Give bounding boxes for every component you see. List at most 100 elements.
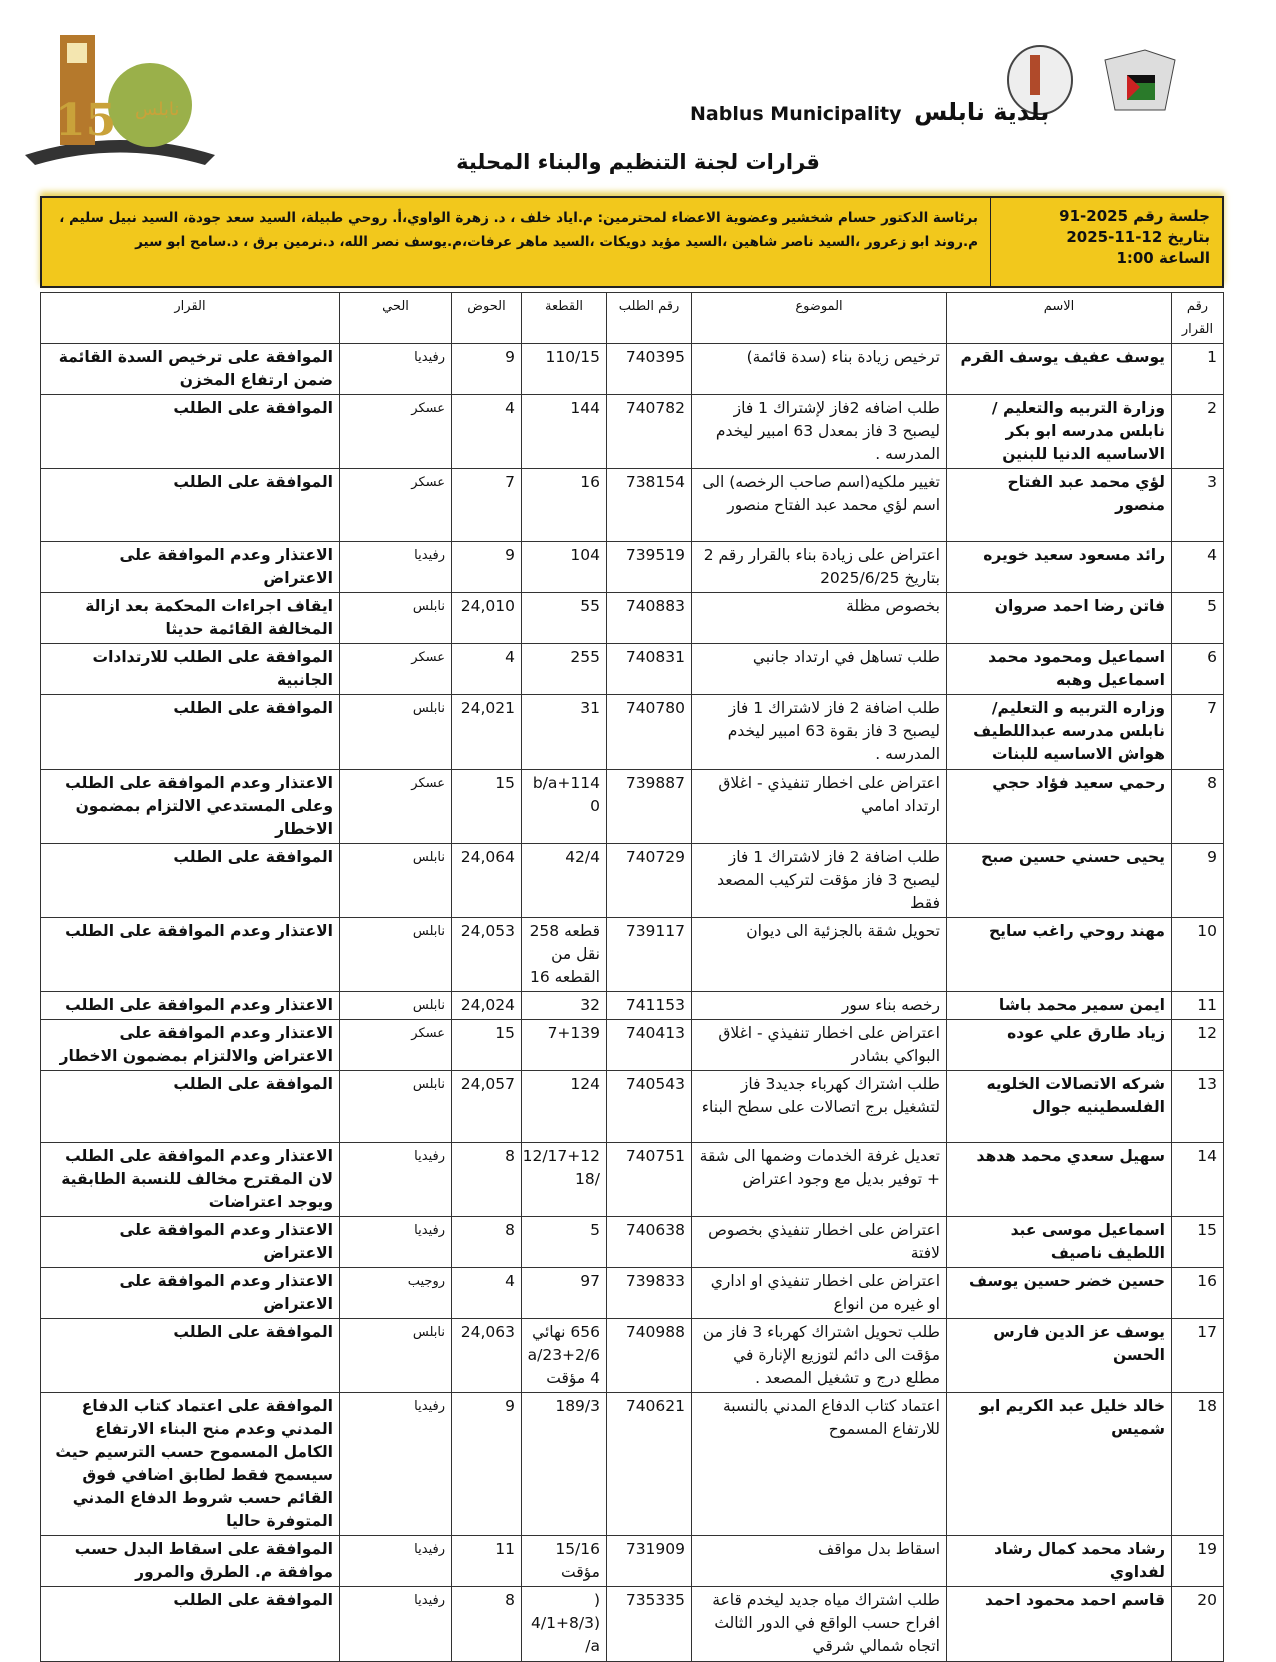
cell-decision: الاعتذار وعدم الموافقة على الاعتراض: [40, 1216, 340, 1268]
cell-decision-number: 12: [1171, 1019, 1224, 1071]
session-members: برئاسة الدكتور حسام شخشير وعضوية الاعضاء…: [59, 210, 978, 250]
cell-basin: 4: [451, 643, 522, 695]
column-header-district: الحي: [339, 292, 452, 344]
cell-basin: 15: [451, 769, 522, 844]
cell-plot: 16: [521, 468, 607, 542]
cell-request-number: 739117: [606, 917, 692, 992]
cell-name: يوسف عفيف يوسف القرم: [946, 343, 1172, 395]
cell-plot: 15/16 مؤقت: [521, 1535, 607, 1587]
cell-name: حسين خضر حسين يوسف: [946, 1267, 1172, 1319]
cell-basin: 7: [451, 468, 522, 542]
cell-subject: طلب اضافة 2 فاز لاشتراك 1 فاز ليصبح 3 فا…: [691, 694, 947, 770]
cell-decision: الموافقة على الطلب: [40, 1586, 340, 1662]
column-header-decision: القرار: [40, 292, 340, 344]
cell-request-number: 741153: [606, 991, 692, 1020]
cell-decision: الموافقة على الطلب: [40, 694, 340, 770]
cell-plot: 97: [521, 1267, 607, 1319]
decisions-table: رقم القرار الاسم الموضوع رقم الطلب القطعة الح…: [40, 292, 1224, 1662]
cell-basin: 24,063: [451, 1318, 522, 1393]
cell-subject: طلب اضافه 2فاز لإشتراك 1 فاز ليصبح 3 فاز…: [691, 394, 947, 469]
cell-decision: الاعتذار وعدم الموافقة على الطلب: [40, 917, 340, 992]
cell-basin: 15: [451, 1019, 522, 1071]
cell-subject: اعتراض على اخطار تنفيذي - اغلاق ارتداد ا…: [691, 769, 947, 844]
table-row: 11 ايمن سمير محمد باشا رخصه بناء سور 741153…: [40, 991, 1224, 1020]
cell-decision: الموافقة على الطلب للارتدادات الجانبية: [40, 643, 340, 695]
cell-request-number: 739519: [606, 541, 692, 593]
cell-basin: 24,064: [451, 843, 522, 918]
cell-name: خالد خليل عبد الكريم ابو شميس: [946, 1392, 1172, 1536]
table-row: 16 حسين خضر حسين يوسف اعتراض على اخطار تنف…: [40, 1267, 1224, 1319]
cell-district: رفيديا: [339, 1586, 452, 1662]
cell-district: رفيديا: [339, 1392, 452, 1536]
cell-plot: 42/4: [521, 843, 607, 918]
cell-decision-number: 6: [1171, 643, 1224, 695]
cell-decision: الموافقة على اسقاط البدل حسب موافقة م. ا…: [40, 1535, 340, 1587]
table-row: 1 يوسف عفيف يوسف القرم ترخيص زيادة بناء (س…: [40, 343, 1224, 395]
cell-request-number: 740831: [606, 643, 692, 695]
cell-district: رفيديا: [339, 1216, 452, 1268]
column-header-plot: القطعة: [521, 292, 607, 344]
cell-name: فاتن رضا احمد صروان: [946, 592, 1172, 644]
cell-subject: طلب اضافة 2 فاز لاشتراك 1 فاز ليصبح 3 فا…: [691, 843, 947, 918]
cell-decision-number: 4: [1171, 541, 1224, 593]
table-row: 6 اسماعيل ومحمود محمد اسماعيل وهبه طلب تسا…: [40, 643, 1224, 695]
cell-basin: 8: [451, 1216, 522, 1268]
cell-plot: قطعه 258 نقل من القطعه 16: [521, 917, 607, 992]
column-header-basin: الحوض: [451, 292, 522, 344]
session-date: بتاريخ 12-11-2025: [1066, 228, 1210, 246]
cell-district: نابلس: [339, 991, 452, 1020]
cell-decision-number: 2: [1171, 394, 1224, 469]
cell-plot: 124: [521, 1070, 607, 1143]
table-row: 10 مهند روحي راغب سايح تحويل شقة بالجزئية …: [40, 917, 1224, 992]
session-info: جلسة رقم 2025-91 بتاريخ 12-11-2025 الساع…: [990, 198, 1222, 286]
cell-decision: الموافقة على الطلب: [40, 1070, 340, 1143]
cell-decision-number: 13: [1171, 1070, 1224, 1143]
cell-district: عسكر: [339, 1019, 452, 1071]
cell-subject: تغيير ملكيه(اسم صاحب الرخصه) الى اسم لؤي…: [691, 468, 947, 542]
cell-district: رفيديا: [339, 1535, 452, 1587]
cell-name: زياد طارق علي عوده: [946, 1019, 1172, 1071]
cell-decision-number: 7: [1171, 694, 1224, 770]
cell-decision: الاعتذار وعدم الموافقة على الطلب: [40, 991, 340, 1020]
cell-plot: 104: [521, 541, 607, 593]
svg-text:نابلس: نابلس: [135, 99, 179, 120]
page-title: قرارات لجنة التنظيم والبناء المحلية: [456, 150, 820, 174]
cell-name: رحمي سعيد فؤاد حجي: [946, 769, 1172, 844]
cell-district: عسكر: [339, 468, 452, 542]
cell-name: وزارة التربيه والتعليم /نابلس مدرسه ابو …: [946, 394, 1172, 469]
cell-request-number: 740638: [606, 1216, 692, 1268]
cell-plot: 5: [521, 1216, 607, 1268]
table-row: 14 سهيل سعدي محمد هدهد تعديل غرفة الخدمات …: [40, 1142, 1224, 1217]
cell-request-number: 740729: [606, 843, 692, 918]
cell-decision-number: 18: [1171, 1392, 1224, 1536]
cell-request-number: 740413: [606, 1019, 692, 1071]
table-row: 13 شركه الاتصالات الخلويه الفلسطينيه جوال…: [40, 1070, 1224, 1143]
column-header-name: الاسم: [946, 292, 1172, 344]
cell-plot: 189/3: [521, 1392, 607, 1536]
cell-request-number: 740988: [606, 1318, 692, 1393]
cell-decision-number: 9: [1171, 843, 1224, 918]
table-row: 18 خالد خليل عبد الكريم ابو شميس اعتماد كت…: [40, 1392, 1224, 1536]
cell-decision: ايقاف اجراءات المحكمة بعد ازالة المخالفة…: [40, 592, 340, 644]
cell-basin: 24,053: [451, 917, 522, 992]
municipality-name: Nablus Municipality بلدية نابلس: [690, 98, 1049, 126]
cell-plot: 12/17+12 /18: [521, 1142, 607, 1217]
cell-name: يوسف عز الدين فارس الحسن: [946, 1318, 1172, 1393]
cell-subject: تحويل شقة بالجزئية الى ديوان: [691, 917, 947, 992]
cell-district: رفيديا: [339, 1142, 452, 1217]
cell-request-number: 740780: [606, 694, 692, 770]
cell-request-number: 740543: [606, 1070, 692, 1143]
cell-basin: 8: [451, 1586, 522, 1662]
table-row: 3 لؤي محمد عبد الفتاح منصور تغيير ملكيه(اس…: [40, 468, 1224, 542]
cell-basin: 8: [451, 1142, 522, 1217]
municipality-emblems: [1007, 45, 1176, 115]
cell-district: عسكر: [339, 643, 452, 695]
cell-decision: الموافقة على الطلب: [40, 843, 340, 918]
cell-decision: الاعتذار وعدم الموافقة على الطلب وعلى ال…: [40, 769, 340, 844]
column-header-request-number: رقم الطلب: [606, 292, 692, 344]
table-row: 12 زياد طارق علي عوده اعتراض على اخطار تنف…: [40, 1019, 1224, 1071]
cell-plot: 55: [521, 592, 607, 644]
cell-basin: 24,021: [451, 694, 522, 770]
table-row: 4 رائد مسعود سعيد خويره اعتراض على زيادة ب…: [40, 541, 1224, 593]
municipality-name-en: Nablus Municipality: [690, 103, 902, 125]
